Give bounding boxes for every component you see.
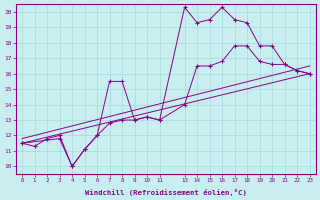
- X-axis label: Windchill (Refroidissement éolien,°C): Windchill (Refroidissement éolien,°C): [85, 189, 247, 196]
